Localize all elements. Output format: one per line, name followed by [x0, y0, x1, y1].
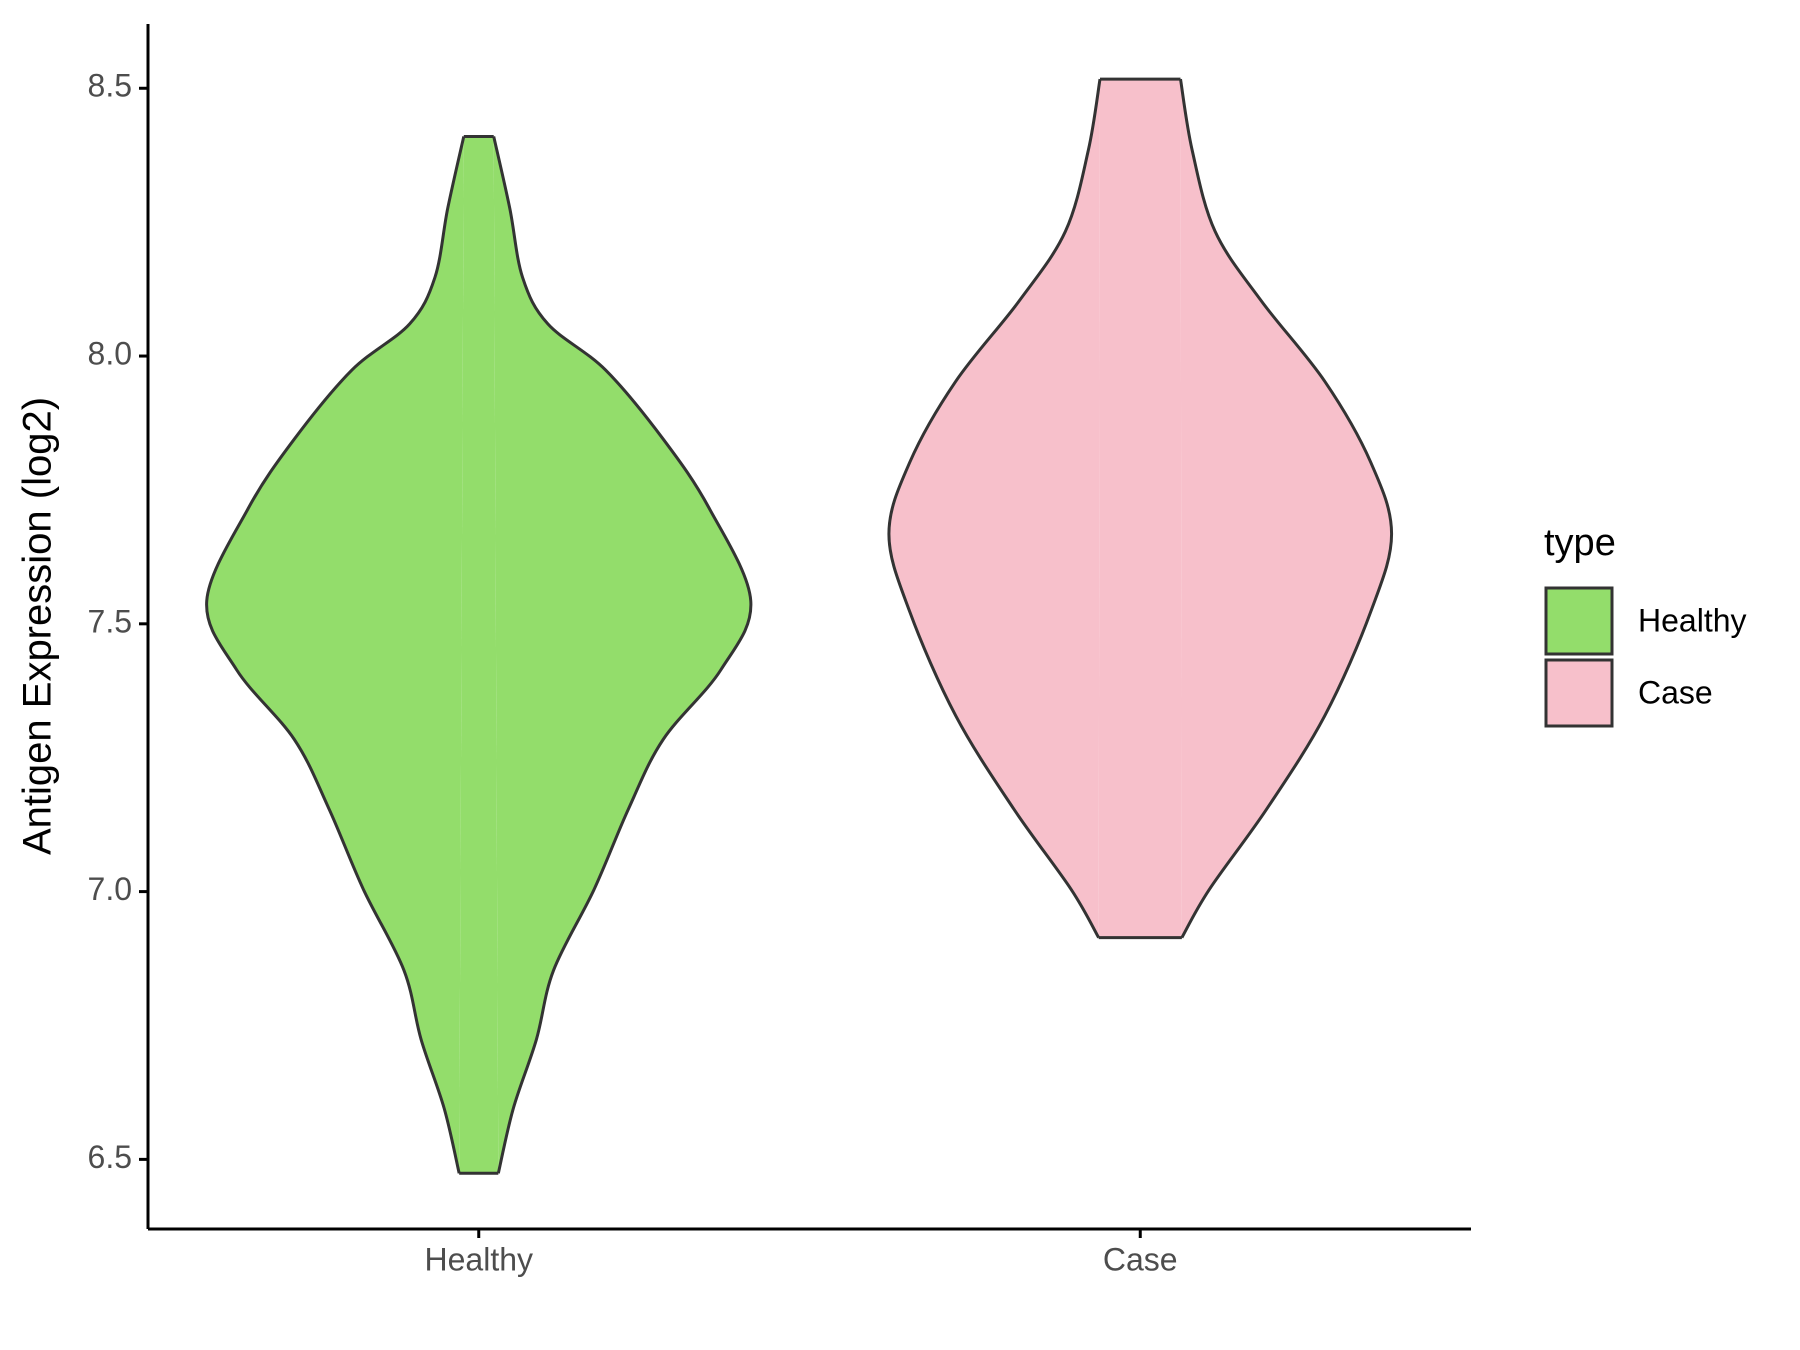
legend-title: type: [1544, 522, 1616, 564]
x-tick-label: Healthy: [425, 1241, 534, 1277]
violin-right-outline: [1179, 78, 1394, 939]
legend-label: Case: [1638, 674, 1713, 710]
x-tick-label: Case: [1103, 1241, 1178, 1277]
y-tick-label: 7.5: [88, 603, 132, 639]
legend-key: [1544, 586, 1614, 656]
legend-label: Healthy: [1638, 602, 1747, 638]
legend-key: [1544, 658, 1614, 728]
violin-right-outline: [492, 136, 753, 1174]
y-tick-label: 6.5: [88, 1139, 132, 1175]
y-axis-title: Antigen Expression (log2): [16, 397, 60, 855]
violin-body: [459, 136, 499, 1174]
violin-left-outline: [887, 78, 1102, 939]
violin-right-fill: [493, 136, 751, 1174]
y-tick-label: 8.0: [88, 335, 132, 371]
y-tick-label: 8.5: [88, 68, 132, 104]
violin-left-fill: [206, 136, 464, 1174]
y-tick-label: 7.0: [88, 871, 132, 907]
violin-left-outline: [205, 136, 466, 1174]
violin-left-fill: [888, 79, 1100, 938]
violin-right-fill: [1180, 79, 1392, 938]
violin-body: [1098, 79, 1182, 938]
